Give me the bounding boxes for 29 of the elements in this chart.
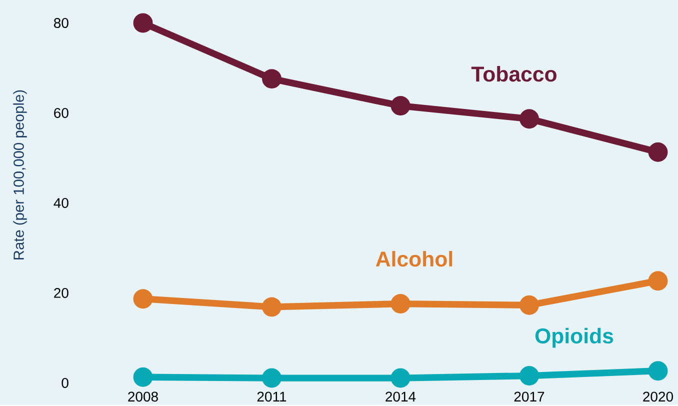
- x-tick-label: 2011: [257, 392, 286, 402]
- series-label: Alcohol: [376, 250, 452, 267]
- point: [133, 289, 153, 309]
- point: [520, 295, 539, 315]
- y-tick-label: 0: [62, 378, 68, 388]
- point: [648, 142, 668, 162]
- x-tick-label: 2020: [643, 392, 673, 402]
- point: [648, 271, 668, 291]
- point: [262, 69, 282, 89]
- y-tick-label: 20: [54, 288, 68, 298]
- series-label: Opioids: [535, 328, 614, 348]
- point: [520, 109, 539, 129]
- point: [262, 297, 282, 317]
- point: [390, 294, 410, 314]
- point: [648, 361, 668, 381]
- x-tick-label: 2014: [386, 392, 416, 402]
- series-label: Tobacco: [471, 66, 556, 82]
- point: [133, 367, 153, 387]
- y-axis-title: Rate (per 100,000 people): [13, 90, 27, 260]
- y-tick-label: 60: [54, 108, 68, 118]
- x-tick-label: 2017: [514, 392, 544, 402]
- point: [262, 368, 282, 388]
- y-tick-label: 80: [54, 18, 68, 28]
- y-tick-label: 40: [54, 198, 68, 208]
- x-tick-label: 2008: [128, 392, 158, 402]
- point: [390, 368, 410, 388]
- point: [520, 366, 539, 386]
- point: [133, 13, 153, 33]
- point: [390, 96, 410, 116]
